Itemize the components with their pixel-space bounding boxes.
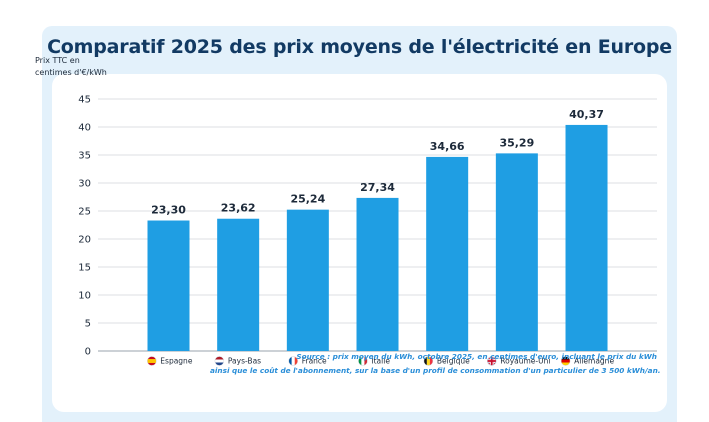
category-label: Allemagne: [574, 357, 614, 366]
flag-italy-icon: [358, 356, 368, 366]
y-axis-label-line2: centimes d'€/kWh: [35, 68, 107, 77]
chart-title: Comparatif 2025 des prix moyens de l'éle…: [47, 36, 672, 58]
source-note: Source : prix moyen du kWh, octobre 2025…: [210, 350, 661, 378]
category-label: Royaume-Uni: [500, 357, 550, 366]
data-label: 40,37: [569, 108, 604, 121]
category-label: Pays-Bas: [228, 357, 261, 366]
bar: [426, 156, 469, 351]
bar: [356, 197, 399, 351]
y-tick-label: 20: [78, 235, 91, 246]
flag-uk-icon: [487, 356, 497, 366]
y-tick-label: 0: [85, 347, 91, 358]
data-label: 23,30: [151, 204, 186, 217]
bar: [495, 153, 538, 351]
flag-france-icon: [288, 356, 298, 366]
y-axis-label-line1: Prix TTC en: [35, 56, 80, 65]
data-label: 35,29: [499, 136, 534, 149]
flag-spain-icon: [147, 356, 157, 366]
category-label: France: [302, 357, 327, 366]
flag-belgium-icon: [423, 356, 434, 366]
bar: [286, 209, 329, 351]
y-axis-label: Prix TTC en centimes d'€/kWh: [35, 55, 135, 79]
bar: [147, 220, 190, 351]
y-tick-label: 5: [85, 319, 91, 330]
y-tick-label: 35: [78, 151, 91, 162]
category-label: Italie: [371, 357, 390, 366]
bar: [217, 218, 260, 351]
y-tick-label: 45: [78, 95, 91, 106]
data-label: 27,34: [360, 181, 395, 194]
flag-netherlands-icon: [214, 356, 225, 366]
data-label: 34,66: [430, 140, 465, 153]
flag-germany-icon: [560, 356, 571, 366]
y-tick-label: 15: [78, 263, 91, 274]
data-label: 25,24: [290, 193, 325, 206]
y-tick-label: 10: [78, 291, 91, 302]
bar: [565, 124, 608, 351]
y-tick-label: 40: [78, 123, 91, 134]
category-label: Espagne: [160, 357, 193, 366]
y-tick-label: 30: [78, 179, 91, 190]
y-tick-label: 25: [78, 207, 91, 218]
source-line1: Source : prix moyen du kWh, octobre 2025…: [296, 352, 657, 361]
source-line2: ainsi que le coût de l'abonnement, sur l…: [210, 366, 661, 375]
category-label: Belgique: [437, 357, 470, 366]
data-label: 23,62: [221, 202, 256, 215]
